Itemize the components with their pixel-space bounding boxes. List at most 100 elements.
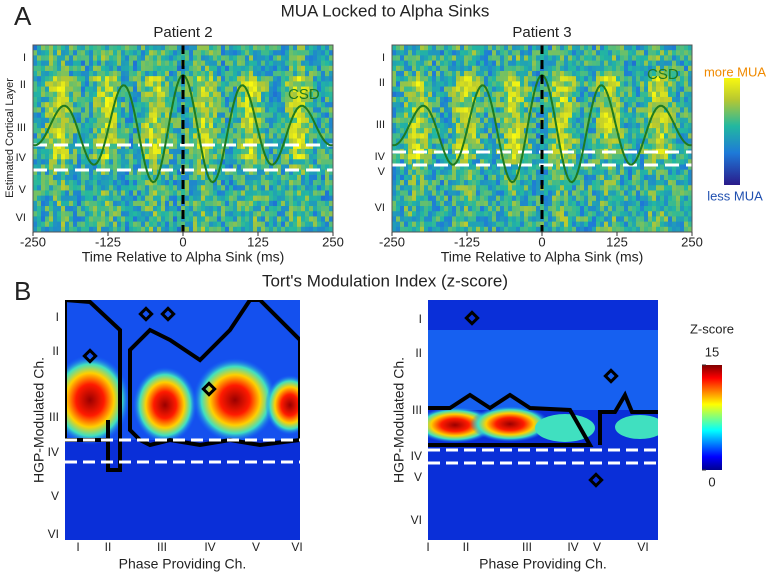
heatmap-cell (644, 159, 649, 165)
heatmap-cell (484, 195, 489, 202)
heatmap-cell (185, 221, 190, 228)
heatmap-cell (556, 112, 561, 119)
heatmap-cell (468, 226, 473, 233)
heatmap-cell (396, 154, 401, 160)
heatmap-cell (145, 112, 150, 119)
heatmap-cell (608, 216, 613, 223)
heatmap-cell (600, 221, 605, 228)
heatmap-cell (524, 102, 529, 108)
heatmap-cell (277, 226, 282, 233)
heatmap-cell (504, 221, 509, 228)
heatmap-cell (125, 102, 130, 108)
heatmap-cell (249, 91, 254, 98)
heatmap-cell (460, 60, 465, 67)
heatmap-cell (233, 190, 238, 197)
heatmap-cell (129, 190, 134, 197)
heatmap-cell (265, 138, 270, 145)
heatmap-cell (512, 81, 517, 88)
heatmap-cell (265, 154, 270, 160)
heatmap-cell (444, 107, 449, 114)
heatmap-cell (600, 185, 605, 191)
heatmap-cell (412, 107, 417, 114)
heatmap-cell (209, 86, 214, 93)
heatmap-cell (105, 45, 110, 51)
heatmap-cell (45, 169, 50, 176)
heatmap-cell (161, 102, 166, 108)
heatmap-cell (416, 169, 421, 176)
heatmap-cell (424, 200, 429, 207)
heatmap-cell (257, 76, 262, 82)
heatmap-cell (137, 65, 142, 72)
heatmap-cell (293, 55, 298, 62)
heatmap-cell (313, 221, 318, 228)
heatmap-cell (225, 148, 230, 155)
heatmap-cell (221, 102, 226, 108)
heatmap-cell (141, 55, 146, 62)
heatmap-cell (213, 81, 218, 88)
heatmap-cell (612, 211, 617, 217)
heatmap-cell (640, 190, 645, 197)
heatmap-cell (301, 138, 306, 145)
heatmap-cell (464, 107, 469, 114)
heatmap-cell (556, 143, 561, 150)
heatmap-cell (137, 70, 142, 77)
heatmap-cell (632, 180, 637, 186)
heatmap-cell (285, 143, 290, 150)
heatmap-cell (536, 164, 541, 171)
heatmap-cell (520, 96, 525, 103)
heatmap-cell (325, 128, 330, 134)
heatmap-cell (460, 133, 465, 139)
heatmap-cell (105, 60, 110, 67)
heatmap-cell (81, 60, 86, 67)
heatmap-cell (161, 200, 166, 207)
heatmap-cell (520, 164, 525, 171)
heatmap-cell (448, 190, 453, 197)
heatmap-cell (412, 211, 417, 217)
heatmap-cell (45, 91, 50, 98)
heatmap-cell (309, 169, 314, 176)
heatmap-cell (233, 107, 238, 114)
heatmap-cell (137, 122, 142, 129)
heatmap-cell (289, 65, 294, 72)
heatmap-cell (313, 81, 318, 88)
heatmap-cell (49, 174, 54, 181)
heatmap-cell (97, 211, 102, 217)
heatmap-cell (141, 117, 146, 124)
heatmap-cell (81, 45, 86, 51)
heatmap-cell (285, 50, 290, 56)
heatmap-cell (213, 169, 218, 176)
heatmap-cell (552, 159, 557, 165)
heatmap-cell (548, 107, 553, 114)
heatmap-cell (125, 195, 130, 202)
heatmap-cell (197, 143, 202, 150)
heatmap-cell (65, 138, 70, 145)
heatmap-cell (293, 128, 298, 134)
heatmap-cell (596, 216, 601, 223)
heatmap-cell (213, 122, 218, 129)
heatmap-cell (189, 226, 194, 233)
heatmap-cell (249, 180, 254, 186)
heatmap-cell (109, 159, 114, 165)
heatmap-cell (588, 81, 593, 88)
heatmap-cell (608, 138, 613, 145)
heatmap-cell (580, 102, 585, 108)
heatmap-cell (536, 55, 541, 62)
heatmap-cell (153, 138, 158, 145)
heatmap-cell (504, 50, 509, 56)
heatmap-cell (592, 117, 597, 124)
heatmap-cell (560, 76, 565, 82)
heatmap-cell (309, 138, 314, 145)
heatmap-cell (504, 154, 509, 160)
heatmap-cell (121, 221, 126, 228)
heatmap-cell (624, 216, 629, 223)
heatmap-cell (516, 143, 521, 150)
heatmap-cell (480, 206, 485, 212)
heatmap-cell (576, 117, 581, 124)
heatmap-cell (249, 70, 254, 77)
heatmap-cell (620, 55, 625, 62)
heatmap-cell (420, 200, 425, 207)
heatmap-cell (592, 55, 597, 62)
heatmap-cell (213, 60, 218, 67)
heatmap-cell (544, 190, 549, 197)
heatmap-cell (492, 76, 497, 82)
